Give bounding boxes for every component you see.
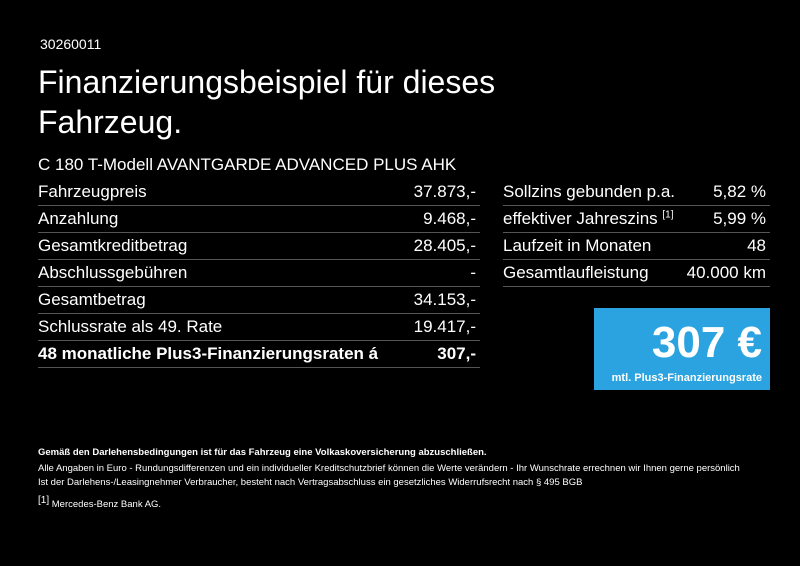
row-label: Gesamtlaufleistung bbox=[503, 263, 649, 282]
table-row: effektiver Jahreszins [1] 5,99 % bbox=[503, 206, 770, 233]
rate-amount: 307 € bbox=[651, 318, 762, 367]
row-value: - bbox=[470, 263, 476, 282]
row-label: Schlussrate als 49. Rate bbox=[38, 317, 223, 336]
footer-line: Alle Angaben in Euro - Rundungsdifferenz… bbox=[38, 463, 740, 474]
row-label: Laufzeit in Monaten bbox=[503, 236, 652, 255]
row-label: 48 monatliche Plus3-Finanzierungsraten á bbox=[38, 344, 379, 363]
row-value: 9.468,- bbox=[423, 209, 476, 228]
row-value: 48 bbox=[747, 236, 766, 255]
row-value: 5,82 % bbox=[713, 182, 766, 201]
table-row: Laufzeit in Monaten 48 bbox=[503, 233, 770, 260]
row-value: 40.000 km bbox=[686, 263, 766, 282]
footer-line: Ist der Darlehens-/Leasingnehmer Verbrau… bbox=[38, 477, 583, 488]
row-label: Anzahlung bbox=[38, 209, 119, 228]
table-row: Gesamtbetrag 34.153,- bbox=[38, 287, 480, 314]
notice: Gemäß den Darlehensbedingungen ist für d… bbox=[38, 447, 487, 458]
table-row: 48 monatliche Plus3-Finanzierungsraten á… bbox=[38, 341, 480, 368]
title: Finanzierungsbeispiel für dieses Fahrzeu… bbox=[38, 64, 496, 140]
row-label-group: Gesamtlaufleistung bbox=[503, 263, 649, 283]
model: C 180 T-Modell AVANTGARDE ADVANCED PLUS … bbox=[38, 155, 457, 174]
row-label: Gesamtbetrag bbox=[38, 290, 146, 309]
left-table: Fahrzeugpreis 37.873,- Anzahlung 9.468,- Ges… bbox=[38, 179, 480, 368]
row-label: Gesamtkreditbetrag bbox=[38, 236, 188, 255]
footnote-marker: [1] bbox=[662, 209, 674, 221]
row-label-group: Sollzins gebunden p.a. bbox=[503, 182, 675, 202]
table-row: Abschlussgebühren - bbox=[38, 260, 480, 287]
rate-caption: mtl. Plus3-Finanzierungsrate bbox=[611, 372, 762, 384]
table-row: Gesamtlaufleistung 40.000 km bbox=[503, 260, 770, 287]
table-row: Gesamtkreditbetrag 28.405,- bbox=[38, 233, 480, 260]
row-label: effektiver Jahreszins bbox=[503, 209, 658, 228]
footer: Gemäß den Darlehensbedingungen ist für d… bbox=[38, 446, 740, 512]
row-label: Abschlussgebühren bbox=[38, 263, 188, 282]
table-row: Fahrzeugpreis 37.873,- bbox=[38, 179, 480, 206]
table-row: Schlussrate als 49. Rate 19.417,- bbox=[38, 314, 480, 341]
row-value: 28.405,- bbox=[413, 236, 476, 255]
row-label-group: effektiver Jahreszins [1] bbox=[503, 209, 674, 229]
row-label-group: Laufzeit in Monaten bbox=[503, 236, 651, 256]
document-id: 30260011 bbox=[40, 36, 102, 52]
row-value: 37.873,- bbox=[413, 182, 476, 201]
row-value: 307,- bbox=[437, 344, 476, 363]
row-value: 5,99 % bbox=[713, 209, 766, 228]
row-value: 34.153,- bbox=[413, 290, 476, 309]
footnote-marker: [1] bbox=[38, 495, 50, 506]
row-label: Fahrzeugpreis bbox=[38, 182, 147, 201]
row-value: 19.417,- bbox=[413, 317, 476, 336]
row-label: Sollzins gebunden p.a. bbox=[503, 182, 676, 201]
rate-box: 307 € mtl. Plus3-Finanzierungsrate bbox=[594, 308, 770, 390]
right-table: Sollzins gebunden p.a. 5,82 % effektiver J… bbox=[503, 179, 770, 287]
table-row: Anzahlung 9.468,- bbox=[38, 206, 480, 233]
table-row: Sollzins gebunden p.a. 5,82 % bbox=[503, 179, 770, 206]
footnote-text: Mercedes-Benz Bank AG. bbox=[51, 499, 162, 511]
